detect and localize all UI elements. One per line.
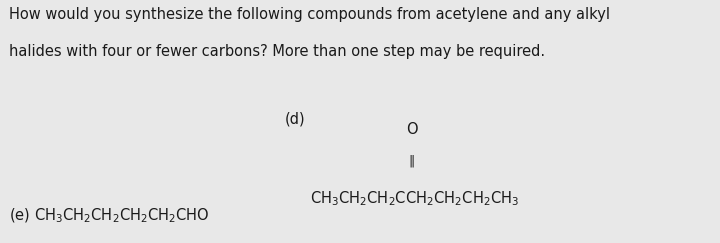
Text: (e) CH$_3$CH$_2$CH$_2$CH$_2$CH$_2$CHO: (e) CH$_3$CH$_2$CH$_2$CH$_2$CH$_2$CHO (9, 207, 210, 225)
Text: halides with four or fewer carbons? More than one step may be required.: halides with four or fewer carbons? More… (9, 44, 545, 59)
Text: CH$_3$CH$_2$CH$_2$CCH$_2$CH$_2$CH$_2$CH$_3$: CH$_3$CH$_2$CH$_2$CCH$_2$CH$_2$CH$_2$CH$… (310, 190, 519, 208)
Text: O: O (406, 122, 418, 137)
Text: (d): (d) (284, 112, 305, 127)
Text: ‖: ‖ (409, 154, 415, 167)
Text: How would you synthesize the following compounds from acetylene and any alkyl: How would you synthesize the following c… (9, 7, 610, 22)
